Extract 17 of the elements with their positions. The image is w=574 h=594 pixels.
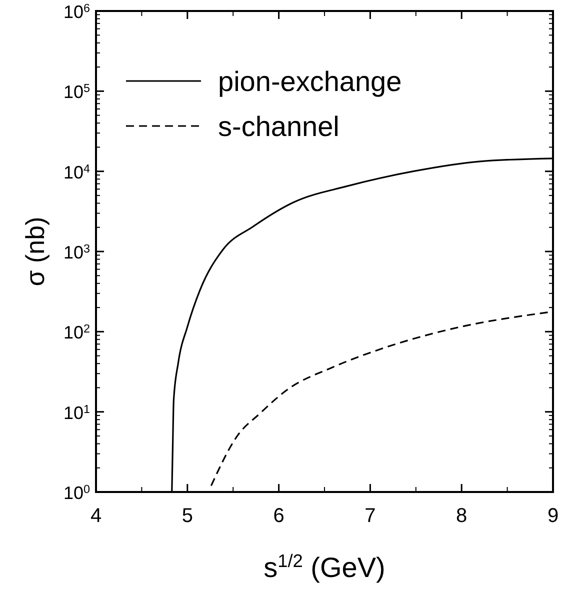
legend-label: pion-exchange [218, 66, 402, 97]
x-tick-label: 5 [182, 505, 193, 527]
x-tick-label: 6 [273, 505, 284, 527]
y-tick-label: 10$^{0}$ [63, 482, 90, 503]
legend-label: s-channel [218, 111, 340, 142]
y-tick-label: 10$^{2}$ [63, 322, 90, 343]
y-tick-label: 10$^{4}$ [63, 162, 90, 182]
y-tick-label: 10$^{6}$ [63, 2, 90, 22]
x-tick-label: 8 [456, 505, 468, 527]
x-tick-label: 4 [90, 505, 102, 527]
y-tick-label: 10$^{1}$ [63, 402, 90, 423]
y-tick-label: 10$^{5}$ [63, 82, 90, 102]
y-tick-label: 10$^{3}$ [63, 242, 90, 262]
y-axis-title: σ (nb) [20, 216, 50, 286]
x-tick-label: 7 [364, 505, 376, 527]
x-tick-label: 9 [547, 505, 559, 527]
x-axis-title: s$^{1/2}$ (GeV) [264, 551, 386, 583]
